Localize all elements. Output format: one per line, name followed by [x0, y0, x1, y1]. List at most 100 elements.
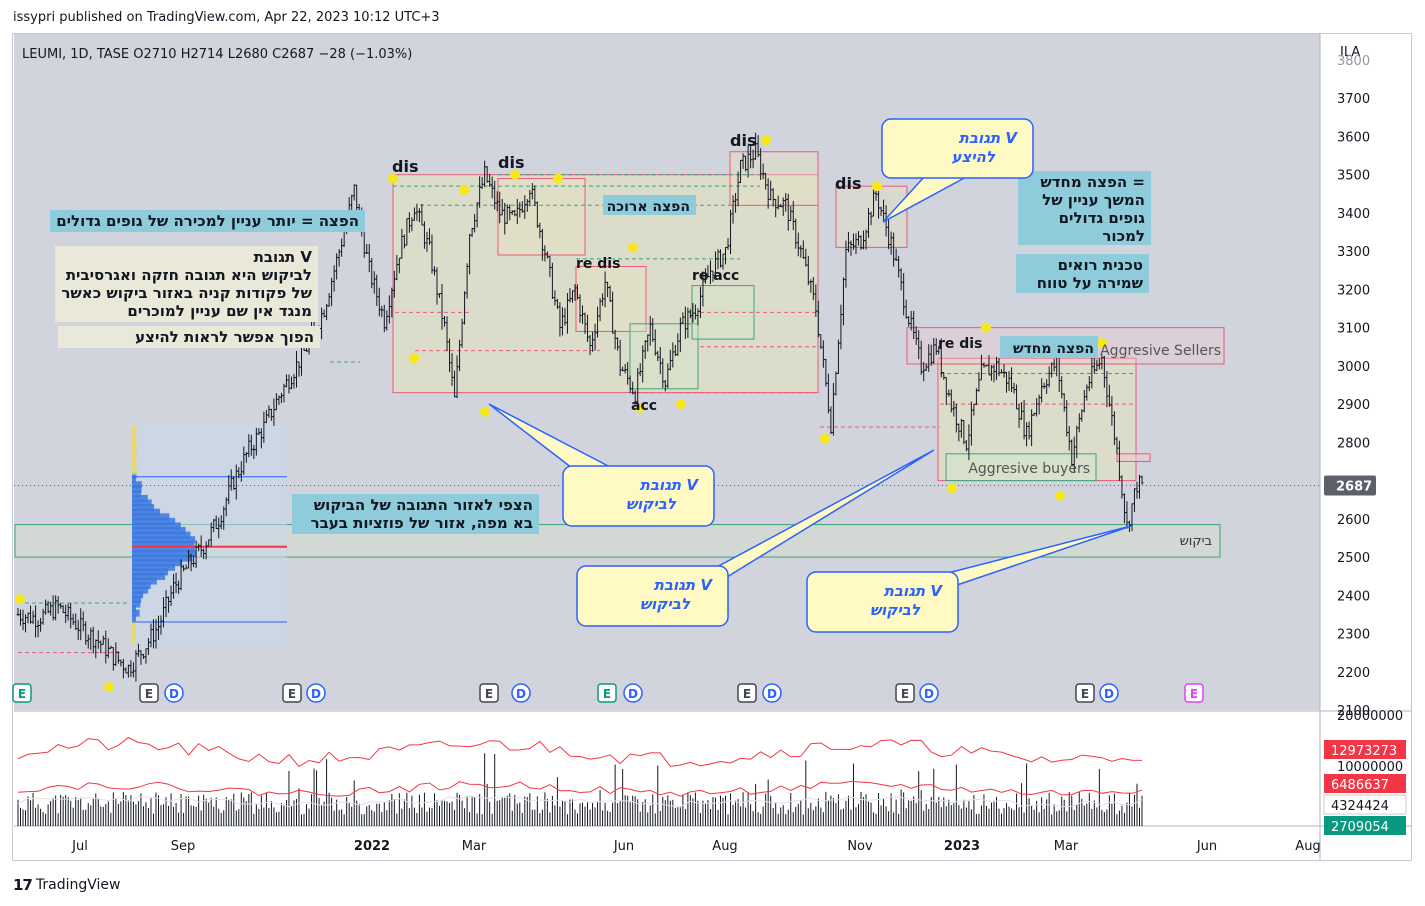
aggressive-buyers-label: Aggresive buyers — [968, 461, 1090, 477]
price-tick-label: 3300 — [1337, 245, 1370, 260]
note-redistribution-text: גופים גדולים — [1059, 209, 1146, 227]
volume-value-label: 12973273 — [1331, 744, 1397, 759]
swing-marker — [676, 399, 686, 409]
swing-marker — [480, 407, 490, 417]
legend-ohlc: LEUMI, 1D, TASE O2710 H2714 L2680 C2687 … — [22, 47, 412, 62]
footer-brand[interactable]: TradingView — [36, 877, 121, 893]
time-tick-label: Nov — [847, 839, 873, 854]
phase-label: acc — [631, 398, 657, 414]
callout-v-demand-3-text: תגובת V — [884, 582, 944, 600]
note-redistribution-text: המשך עניין של — [1042, 191, 1145, 209]
phase-label: re dis — [938, 336, 982, 352]
earnings-event-label: E — [1190, 687, 1198, 701]
callout-v-demand-1-text: תגובת V — [640, 476, 700, 494]
volume-pane — [14, 712, 1320, 826]
dividend-event-label: D — [516, 687, 526, 701]
dividend-event-label: D — [628, 687, 638, 701]
price-tick-label: 3800 — [1337, 54, 1370, 69]
redistribution-label: הפצה מחדש — [1013, 341, 1094, 357]
callout-v-demand-3-text: לביקוש — [870, 601, 921, 619]
note-demand-expectation-text: בא מפה, אזור של פוזציות בעבר — [311, 514, 533, 532]
callout-v-demand-2-text: לביקוש — [640, 595, 691, 613]
price-tick-label: 2200 — [1337, 666, 1370, 681]
earnings-event-label: E — [485, 687, 493, 701]
note-v-reaction-text: מנגד אין שם עניין למוכרים — [127, 302, 312, 320]
swing-marker — [1055, 491, 1065, 501]
price-tick-label: 3000 — [1337, 360, 1370, 375]
long-distribution-label: הפצה ארוכה — [607, 199, 690, 215]
price-tick-label: 2500 — [1337, 551, 1370, 566]
note-supply-text: הפוך אפשר לראות להיצע — [135, 328, 314, 346]
footer: 17 TradingView — [13, 876, 120, 894]
swing-marker — [628, 242, 638, 252]
callout-v-supply-text: תגובת V — [959, 129, 1019, 147]
price-tick-label: 2600 — [1337, 513, 1370, 528]
swing-marker — [409, 353, 419, 363]
price-tick-label: 3700 — [1337, 92, 1370, 107]
note-redistribution-text: למכור — [1102, 227, 1145, 245]
dividend-event-label: D — [924, 687, 934, 701]
volume-value-label: 4324424 — [1331, 799, 1389, 814]
last-price-label: 2687 — [1336, 480, 1372, 495]
price-tick-label: 3400 — [1337, 207, 1370, 222]
swing-marker — [947, 483, 957, 493]
time-tick-label: Mar — [1054, 839, 1079, 854]
swing-marker — [15, 594, 25, 604]
time-tick-label: Jun — [1196, 839, 1217, 854]
swing-marker — [820, 434, 830, 444]
aggressive-sellers-label: Aggresive Sellers — [1100, 343, 1221, 359]
re-dis-box — [576, 266, 646, 331]
earnings-event-label: E — [1081, 687, 1089, 701]
volume-profile-bar — [132, 426, 137, 433]
note-v-reaction-text: תגובת V — [254, 248, 313, 266]
swing-marker — [459, 185, 469, 195]
note-demand-expectation-text: הצפי לאזור התגובה של הביקוש — [314, 496, 533, 514]
price-tick-label: 2300 — [1337, 628, 1370, 643]
swing-marker — [761, 135, 771, 145]
earnings-event-label: E — [901, 687, 909, 701]
tradingview-logo-icon: 17 — [13, 876, 32, 894]
price-tick-label: 2800 — [1337, 436, 1370, 451]
time-tick-label: 2022 — [354, 839, 390, 854]
callout-v-demand-2-text: תגובת V — [654, 576, 714, 594]
demand-zone-label: ביקוש — [1180, 534, 1212, 549]
price-tick-label: 3600 — [1337, 130, 1370, 145]
phase-label: dis — [835, 174, 861, 193]
dis-box — [498, 179, 585, 255]
swing-marker — [104, 682, 114, 692]
price-tick-label: 3500 — [1337, 169, 1370, 184]
swing-marker — [981, 323, 991, 333]
volume-value-label: 6486637 — [1331, 778, 1389, 793]
volume-tick-label: 10000000 — [1337, 760, 1403, 775]
swing-marker — [872, 181, 882, 191]
time-tick-label: Sep — [171, 839, 196, 854]
earnings-event-label: E — [743, 687, 751, 701]
phase-label: re acc — [692, 268, 739, 284]
price-tick-label: 3200 — [1337, 283, 1370, 298]
time-tick-label: 2023 — [944, 839, 980, 854]
time-tick-label: Aug — [712, 839, 737, 854]
volume-tick-label: 20000000 — [1337, 709, 1403, 724]
time-tick-label: Mar — [462, 839, 487, 854]
earnings-event-label: E — [18, 687, 26, 701]
price-tick-label: 2900 — [1337, 398, 1370, 413]
dividend-event-label: D — [311, 687, 321, 701]
callout-v-supply-text: להיצע — [951, 148, 996, 166]
note-v-reaction-text: של פקודות קניה באזור ביקוש כאשר — [61, 284, 312, 302]
dividend-event-label: D — [767, 687, 777, 701]
note-redistribution-text: הפצה מחדש = — [1040, 173, 1145, 191]
swing-marker — [553, 174, 563, 184]
dividend-event-label: D — [1104, 687, 1114, 701]
dividend-event-label: D — [169, 687, 179, 701]
price-tick-label: 3100 — [1337, 322, 1370, 337]
phase-label: dis — [498, 153, 524, 172]
note-distribution-text: הפצה = יותר עניין למכירה של גופים גדולים — [56, 212, 359, 230]
phase-label: dis — [730, 131, 756, 150]
note-range-text: טכנית רואים — [1058, 256, 1143, 274]
price-tick-label: 2400 — [1337, 589, 1370, 604]
earnings-event-label: E — [603, 687, 611, 701]
phase-label: dis — [392, 157, 418, 176]
time-tick-label: Jul — [71, 839, 88, 854]
phase-label: re dis — [576, 256, 620, 272]
